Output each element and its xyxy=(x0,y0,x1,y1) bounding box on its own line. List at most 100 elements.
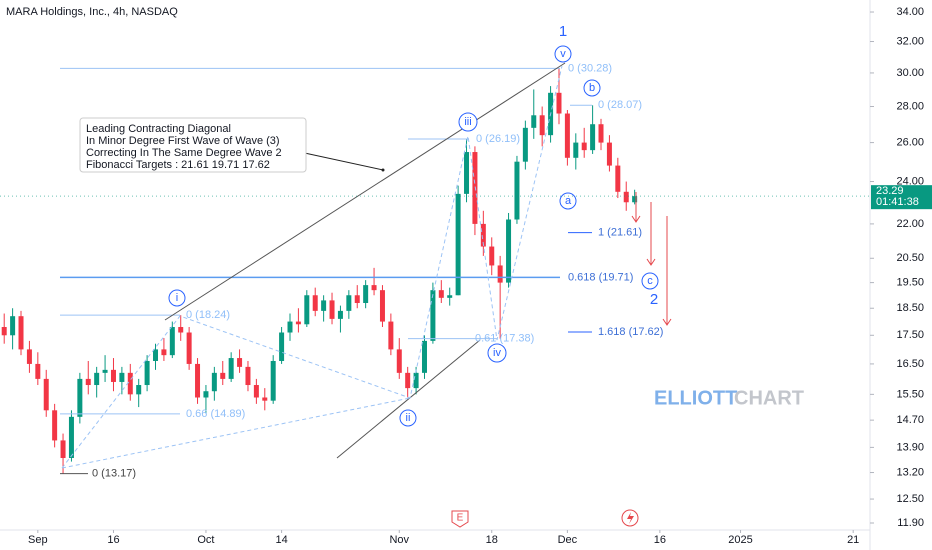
candle-body xyxy=(379,290,385,322)
annotation-pointer-end xyxy=(381,168,385,172)
earnings-icon[interactable] xyxy=(451,510,469,528)
candle-body xyxy=(590,124,596,151)
candle-body xyxy=(371,285,377,291)
wave-label: 2 xyxy=(650,291,658,308)
candle-body xyxy=(68,416,74,459)
fib-label: 0 (13.17) xyxy=(92,468,136,480)
candle-body xyxy=(413,372,419,389)
countdown-label: 01:41:38 xyxy=(876,196,919,208)
wave-label: iv xyxy=(493,347,501,359)
candle-body xyxy=(632,196,638,203)
candle-body xyxy=(262,397,268,401)
x-tick-label: 21 xyxy=(847,534,859,546)
fib-label: 1 (21.61) xyxy=(598,227,642,239)
candle-body xyxy=(127,372,133,395)
annotation-box xyxy=(79,117,307,173)
wave-circle: iv xyxy=(487,343,507,363)
candle-body xyxy=(85,378,91,386)
y-tick-label: 32.00 xyxy=(896,35,924,47)
watermark: CHART xyxy=(734,387,804,409)
wave-label: 1 xyxy=(559,23,567,40)
y-tick-label: 15.50 xyxy=(896,388,924,400)
fib-label: 0 (26.19) xyxy=(476,133,520,145)
annotation-line: Leading Contracting Diagonal xyxy=(86,123,231,135)
y-tick-label: 28.00 xyxy=(896,100,924,112)
annotation-line: Correcting In The Same Degree Wave 2 xyxy=(86,147,282,159)
candle-body xyxy=(203,391,209,398)
candle-body xyxy=(102,369,108,373)
candle-body xyxy=(144,360,150,386)
wave-label: v xyxy=(560,48,566,60)
candle-body xyxy=(10,316,16,336)
candle-body xyxy=(94,372,100,386)
fib-label: 0 (18.24) xyxy=(186,309,230,321)
y-tick-label: 11.90 xyxy=(897,517,924,529)
candle-body xyxy=(253,385,259,398)
candle-body xyxy=(354,295,360,304)
candle-body xyxy=(304,295,310,325)
annotation-pointer xyxy=(299,151,384,171)
candle-body xyxy=(169,327,175,356)
candle-body xyxy=(346,295,352,311)
candle-body xyxy=(119,372,125,382)
candle-body xyxy=(539,115,545,136)
y-tick-label: 19.50 xyxy=(896,277,924,289)
candle-body xyxy=(522,127,528,162)
candle-body xyxy=(573,142,579,158)
candle-body xyxy=(211,372,217,392)
wave-label: b xyxy=(589,82,595,94)
candle-body xyxy=(228,358,234,379)
last-price-label: 23.29 xyxy=(876,185,904,197)
y-tick-label: 34.00 xyxy=(896,6,924,18)
candle-body xyxy=(161,349,167,356)
dividend-bolt xyxy=(627,512,634,524)
candle-body xyxy=(287,321,293,333)
earnings-label: E xyxy=(457,513,464,524)
candle-body xyxy=(464,152,470,194)
candle-body xyxy=(153,349,159,361)
candle-body xyxy=(110,369,116,382)
wave-path xyxy=(61,397,411,469)
x-tick-label: Sep xyxy=(28,534,48,546)
candle-body xyxy=(556,92,562,114)
annotation-line: Fibonacci Targets : 21.61 19.71 17.62 xyxy=(86,159,270,171)
x-tick-label: 14 xyxy=(275,534,287,546)
candle-body xyxy=(220,372,226,379)
candle-body xyxy=(1,327,7,336)
x-tick-label: Nov xyxy=(389,534,409,546)
candle-body xyxy=(279,332,285,361)
projection-arrows xyxy=(631,192,672,326)
annotation-line: In Minor Degree First Wave of Wave (3) xyxy=(86,135,280,147)
candle-body xyxy=(136,385,142,395)
fib-label: 0.61 (17.38) xyxy=(475,333,534,345)
candle-body xyxy=(321,300,327,311)
candle-body xyxy=(430,290,436,341)
x-tick-label: Dec xyxy=(558,534,578,546)
candle-body xyxy=(405,372,411,389)
fib-label: 0 (28.07) xyxy=(598,99,642,111)
y-tick-label: 26.00 xyxy=(896,136,924,148)
y-tick-label: 12.50 xyxy=(896,493,924,505)
wave-circle: c xyxy=(641,272,659,290)
y-tick-label: 24.00 xyxy=(896,175,924,187)
candle-body xyxy=(623,191,629,203)
wave-label: i xyxy=(176,292,178,304)
x-tick-label: 16 xyxy=(107,534,119,546)
wave-path xyxy=(61,65,563,469)
candle-body xyxy=(421,340,427,373)
candle-body xyxy=(186,332,192,364)
fib-label: 0.66 (14.89) xyxy=(186,408,245,420)
x-tick-label: 18 xyxy=(486,534,498,546)
candle-body xyxy=(506,219,512,283)
wave-circle: i xyxy=(168,289,186,307)
candle-body xyxy=(489,246,495,266)
candle-body xyxy=(35,363,41,379)
candle-body xyxy=(295,321,301,325)
candle-body xyxy=(178,327,184,333)
candle-body xyxy=(43,378,49,411)
candle-body xyxy=(26,349,32,364)
candle-body xyxy=(581,142,587,151)
x-tick-label: 16 xyxy=(654,534,666,546)
candle-body xyxy=(337,310,343,319)
